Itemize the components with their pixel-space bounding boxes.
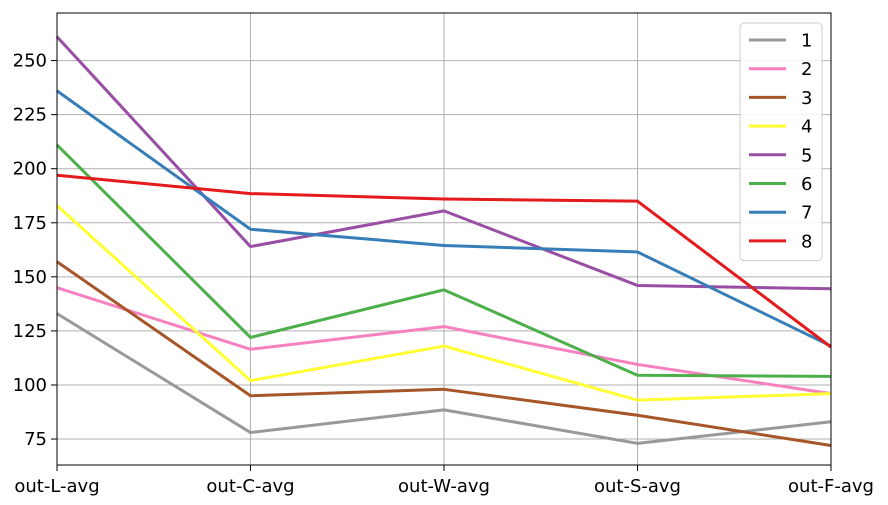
x-tick-label: out-C-avg [206, 476, 294, 497]
y-tick-label: 75 [24, 429, 47, 450]
y-tick-label: 150 [13, 267, 47, 288]
series-line-4 [55, 204, 832, 402]
y-tick-label: 100 [13, 375, 47, 396]
x-tick-label: out-W-avg [398, 476, 490, 497]
x-tick-label: out-F-avg [788, 476, 874, 497]
legend-label: 6 [801, 174, 812, 195]
x-tick-label: out-S-avg [594, 476, 681, 497]
x-axis-ticks: out-L-avg out-C-avg out-W-avg out-S-avg out-… [14, 465, 874, 497]
y-tick-label: 125 [13, 321, 47, 342]
legend-label: 4 [801, 117, 812, 138]
legend-label: 1 [801, 31, 812, 52]
y-tick-label: 250 [13, 51, 47, 72]
legend-box [739, 22, 823, 262]
y-tick-label: 200 [13, 159, 47, 180]
series-line-7 [56, 89, 832, 348]
y-axis-ticks: 75 100 125 150 175 200 225 250 [13, 51, 57, 450]
series-line-3 [56, 260, 832, 448]
legend-label: 8 [801, 231, 812, 252]
series-line-6 [55, 143, 832, 378]
legend-label: 7 [801, 203, 812, 224]
y-gridlines [57, 60, 831, 440]
legend-label: 5 [801, 145, 812, 166]
y-tick-label: 225 [13, 105, 47, 126]
series-line-8 [56, 173, 832, 349]
series-lines [55, 35, 832, 448]
series-line-1 [56, 312, 832, 445]
legend: 1 2 3 4 5 6 7 8 [739, 22, 823, 262]
y-tick-label: 175 [13, 213, 47, 234]
legend-label: 2 [801, 59, 812, 80]
x-tick-label: out-L-avg [14, 476, 99, 497]
legend-label: 3 [801, 88, 812, 109]
series-line-5 [55, 35, 832, 291]
